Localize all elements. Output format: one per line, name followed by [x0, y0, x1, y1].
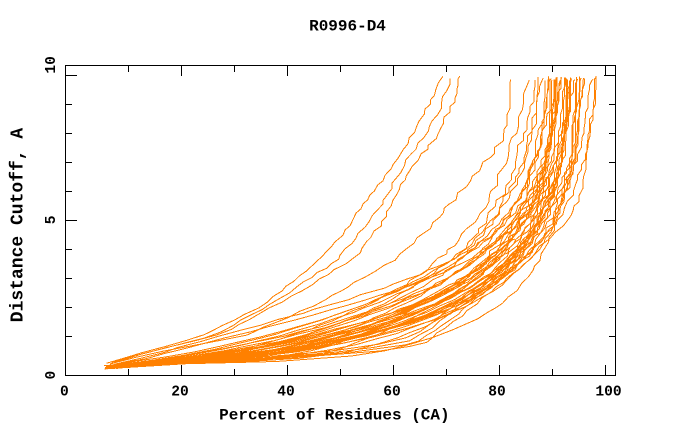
svg-text:40: 40 [277, 385, 295, 401]
svg-text:5: 5 [44, 215, 60, 224]
svg-text:0: 0 [44, 371, 60, 380]
svg-text:80: 80 [488, 385, 506, 401]
svg-text:10: 10 [44, 56, 60, 74]
svg-text:Percent of Residues (CA): Percent of Residues (CA) [219, 407, 449, 425]
svg-text:60: 60 [383, 385, 401, 401]
svg-text:0: 0 [60, 385, 69, 401]
svg-text:Distance Cutoff, A: Distance Cutoff, A [9, 128, 29, 323]
svg-text:20: 20 [171, 385, 189, 401]
svg-text:100: 100 [595, 385, 621, 401]
svg-text:R0996-D4: R0996-D4 [309, 18, 386, 36]
